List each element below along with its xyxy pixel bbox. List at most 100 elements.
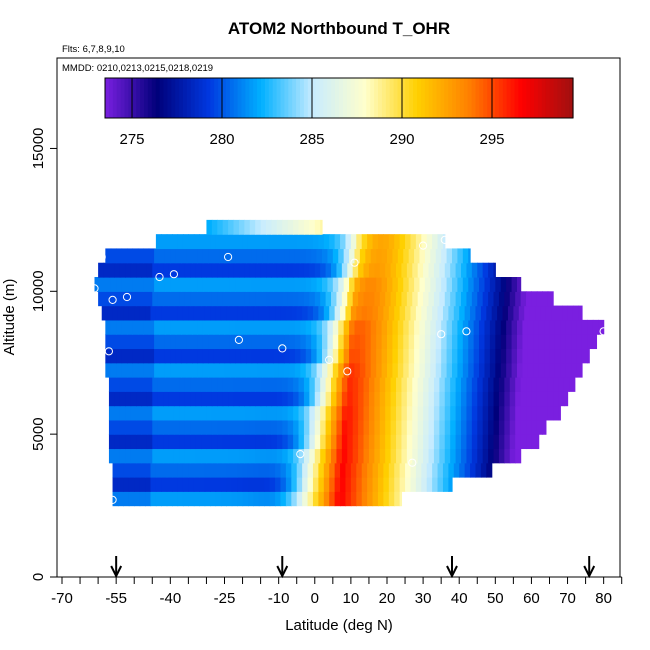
heat-cell (175, 277, 182, 292)
heat-cell (345, 477, 352, 492)
heat-cell (179, 377, 186, 392)
heat-cell (500, 334, 507, 350)
heat-cell (581, 348, 588, 364)
heat-cell (419, 362, 426, 378)
colorbar-segment (327, 78, 332, 118)
heat-cell (338, 348, 345, 364)
heat-cell (157, 291, 164, 307)
heat-cell (341, 448, 348, 464)
heat-cell (222, 377, 229, 392)
heat-cell (258, 234, 265, 250)
heat-cell (197, 319, 204, 335)
colorbar-segment (249, 78, 254, 118)
heat-cell (217, 434, 224, 450)
heat-cell (271, 434, 278, 450)
heat-cell (134, 477, 141, 492)
heat-cell (359, 362, 366, 378)
heat-cell (466, 419, 473, 435)
heat-cell (175, 348, 182, 364)
colorbar-segment (526, 78, 531, 118)
heat-cell (184, 448, 191, 464)
heat-cell (571, 362, 578, 378)
heat-cell (119, 405, 126, 421)
heat-cell (408, 362, 415, 378)
heat-cell (394, 477, 401, 492)
heat-cell (349, 277, 356, 292)
heat-cell (468, 248, 471, 264)
heat-cell (249, 377, 256, 392)
heat-cell (457, 362, 464, 378)
heat-cell (94, 277, 101, 292)
heat-cell (112, 477, 119, 492)
heat-cell (549, 334, 556, 350)
heat-cell (401, 262, 408, 278)
heat-cell (298, 419, 305, 435)
arrows (110, 556, 596, 579)
heat-cell (336, 434, 343, 450)
heat-cell (119, 377, 126, 392)
heat-cell (547, 391, 554, 407)
heat-cell (285, 462, 292, 478)
heat-cell (522, 334, 529, 350)
heat-cell (119, 434, 126, 450)
heat-cell (435, 334, 442, 350)
heat-cell (278, 362, 285, 378)
heat-cell (343, 334, 350, 350)
heat-cell (258, 477, 265, 492)
x-tick-label: 30 (415, 590, 432, 607)
heat-cell (215, 234, 222, 250)
heat-cell (524, 305, 531, 321)
heat-cell (119, 291, 126, 307)
heat-cell (208, 248, 215, 264)
heat-cell (497, 305, 504, 321)
heat-cell (201, 448, 208, 464)
heat-cell (190, 434, 197, 450)
colorbar-segment (378, 78, 383, 118)
heat-cell (331, 419, 338, 435)
heat-cell (210, 234, 217, 250)
heat-cell (201, 434, 208, 450)
heat-cell (479, 348, 486, 364)
heat-cell (235, 348, 242, 364)
heat-cell (327, 248, 334, 264)
heat-cell (448, 462, 455, 478)
heat-cell (154, 348, 161, 364)
heat-cell (396, 391, 403, 407)
heat-cell (206, 291, 213, 307)
heat-cell (493, 419, 500, 435)
heat-cell (415, 462, 422, 478)
heat-cell (287, 448, 294, 464)
heat-cell (408, 348, 415, 364)
heat-cell (155, 462, 162, 478)
heat-cell (229, 348, 236, 364)
heat-cell (287, 434, 294, 450)
colorbar-tick-label: 275 (119, 131, 144, 148)
heat-cell (386, 277, 394, 292)
heat-cell (244, 448, 251, 464)
heat-cell (157, 391, 164, 407)
heat-cell (329, 305, 336, 321)
heat-cell (182, 491, 189, 507)
heat-cell (195, 405, 202, 421)
heat-cell (155, 477, 162, 492)
heat-cell (294, 348, 301, 364)
heat-cell (430, 348, 437, 364)
heat-cell (256, 334, 264, 350)
colorbar-segment (132, 78, 137, 118)
heat-cell (563, 377, 570, 392)
heat-cell (354, 248, 361, 264)
heat-cell (390, 434, 397, 450)
heat-cell (255, 262, 262, 278)
colorbar-segment (315, 78, 321, 118)
heat-cell (515, 377, 522, 392)
heat-cell (509, 419, 516, 435)
arrow-head (446, 565, 458, 579)
heat-cell (347, 448, 354, 464)
heat-cell (228, 262, 235, 278)
heat-cell (455, 434, 462, 450)
heat-cell (186, 248, 193, 264)
heat-cell (498, 291, 505, 307)
heat-cell (233, 291, 240, 307)
heat-cell (188, 491, 195, 507)
heat-cell (488, 291, 495, 307)
